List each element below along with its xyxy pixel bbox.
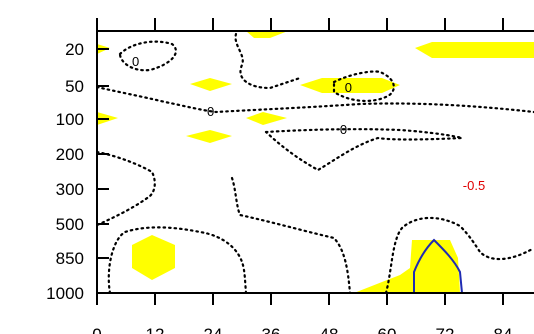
- x-tick-label: 24: [204, 325, 223, 334]
- zero-contour: [107, 226, 248, 293]
- zero-contour: [384, 216, 534, 293]
- y-tick-label: 1000: [46, 284, 84, 303]
- zero-contour: [230, 176, 352, 293]
- shade-region: [190, 78, 232, 91]
- contour-labels: 0 0 0 0 -0.5: [132, 54, 485, 193]
- shade-region: [300, 78, 400, 93]
- axes: 0 12 24 36 48 60 72 84 20 50 100 200 300 500 850 1000: [46, 18, 534, 334]
- zero-contour: [97, 85, 534, 114]
- positive-contour: [413, 238, 463, 293]
- shade-region: [415, 42, 534, 58]
- x-tick-label: 48: [320, 325, 339, 334]
- shade-region: [246, 31, 288, 38]
- zero-contour: [332, 70, 395, 102]
- shade-region: [186, 130, 232, 143]
- shade-region: [132, 235, 175, 280]
- y-tick-label: 100: [56, 110, 84, 129]
- contour-label: 0: [132, 54, 139, 69]
- zero-contour: [234, 32, 302, 90]
- zero-contour: [118, 40, 177, 72]
- shaded-regions: [97, 31, 534, 293]
- x-tick-label: 60: [378, 325, 397, 334]
- x-tick-label: 72: [436, 325, 455, 334]
- shade-region: [246, 112, 287, 125]
- y-tick-label: 300: [56, 180, 84, 199]
- y-tick-label: 200: [56, 145, 84, 164]
- x-tick-label: 36: [262, 325, 281, 334]
- contour-label: 0: [340, 122, 347, 137]
- contour-label: -0.5: [463, 178, 485, 193]
- y-tick-label: 50: [65, 77, 84, 96]
- zero-contours: [97, 32, 534, 293]
- x-tick-label: 0: [92, 325, 101, 334]
- x-tick-label: 12: [146, 325, 165, 334]
- y-tick-label: 20: [65, 40, 84, 59]
- contour-label: 0: [207, 104, 214, 119]
- zero-contour: [97, 150, 156, 227]
- y-tick-label: 500: [56, 215, 84, 234]
- shade-region: [354, 240, 460, 293]
- zero-contour: [264, 128, 463, 172]
- x-tick-label: 84: [494, 325, 513, 334]
- y-tick-label: 850: [56, 249, 84, 268]
- contour-label: 0: [345, 80, 352, 95]
